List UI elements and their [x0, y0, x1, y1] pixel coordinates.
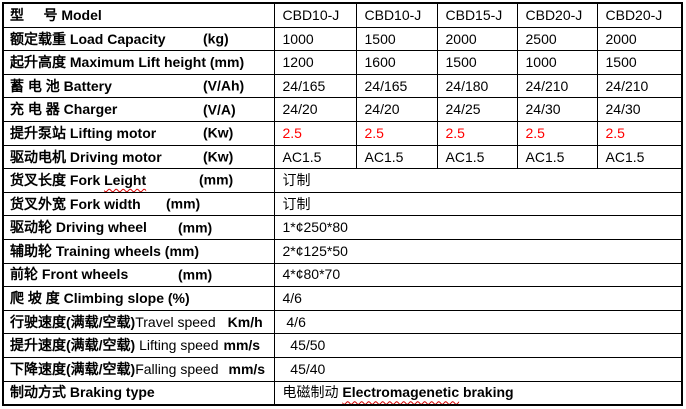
row-model: 型 号 Model CBD10-J CBD10-J CBD15-J CBD20-… — [2, 2, 683, 28]
travel-speed-value: 4/6 — [273, 309, 683, 335]
misspelled-word: Electromagenetic — [342, 384, 460, 401]
load-capacity-value: 2500 — [516, 26, 598, 52]
spec-label-driving-motor: 驱动电机 Driving motor (Kw) — [2, 144, 275, 170]
lifting-motor-value: 2.5 — [516, 120, 598, 146]
battery-value: 24/165 — [355, 73, 438, 99]
model-value: CBD10-J — [273, 2, 357, 28]
driving-motor-value: AC1.5 — [273, 144, 357, 170]
spec-label-climbing-slope: 爬 坡 度 Climbing slope (%) — [2, 286, 275, 311]
lifting-motor-value: 2.5 — [273, 120, 357, 146]
row-training-wheels: 辅助轮 Training wheels (mm) 2*¢125*50 — [2, 238, 683, 264]
row-travel-speed: 行驶速度(满载/空载)Travel speed Km/h 4/6 — [2, 309, 683, 335]
lifting-motor-value: 2.5 — [436, 120, 518, 146]
load-capacity-value: 2000 — [596, 26, 683, 52]
driving-motor-value: AC1.5 — [596, 144, 683, 170]
spec-label-lift-height: 起升高度 Maximum Lift height (mm) — [2, 50, 275, 75]
training-wheels-value: 2*¢125*50 — [273, 238, 683, 264]
unit-label: (Kw) — [203, 124, 234, 141]
row-load-capacity: 额定载重 Load Capacity (kg) 1000 1500 2000 25… — [2, 26, 683, 52]
driving-motor-value: AC1.5 — [355, 144, 438, 170]
row-braking-type: 制动方式 Braking type 电磁制动 Electromagenetic … — [2, 380, 683, 406]
row-lifting-motor: 提升泵站 Lifting motor (Kw) 2.5 2.5 2.5 2.5 2… — [2, 120, 683, 146]
load-capacity-value: 2000 — [436, 26, 518, 52]
row-lift-height: 起升高度 Maximum Lift height (mm) 1200 1600 … — [2, 50, 683, 75]
row-driving-wheel: 驱动轮 Driving wheel (mm) 1*¢250*80 — [2, 215, 683, 240]
lift-height-value: 1500 — [596, 50, 683, 75]
spec-label-travel-speed: 行驶速度(满载/空载)Travel speed Km/h — [2, 309, 275, 335]
braking-type-value: 电磁制动 Electromagenetic braking — [273, 380, 683, 406]
unit-label: (V/Ah) — [203, 77, 245, 94]
model-value: CBD20-J — [596, 2, 683, 28]
spec-label-fork-length: 货叉长度 Fork Leight (mm) — [2, 168, 275, 193]
spec-label-training-wheels: 辅助轮 Training wheels (mm) — [2, 238, 275, 264]
driving-motor-value: AC1.5 — [436, 144, 518, 170]
battery-value: 24/165 — [273, 73, 357, 99]
charger-value: 24/30 — [516, 97, 598, 122]
model-value: CBD20-J — [516, 2, 598, 28]
charger-value: 24/20 — [355, 97, 438, 122]
spec-label-battery: 蓄 电 池 Battery (V/Ah) — [2, 73, 275, 99]
lift-height-value: 1000 — [516, 50, 598, 75]
unit-label: (kg) — [203, 30, 229, 47]
model-value: CBD10-J — [355, 2, 438, 28]
unit-label: Km/h — [227, 313, 263, 330]
spec-label-fork-width: 货叉外宽 Fork width (mm) — [2, 191, 275, 217]
driving-wheel-value: 1*¢250*80 — [273, 215, 683, 240]
front-wheels-value: 4*¢80*70 — [273, 262, 683, 288]
unit-label: (mm) — [178, 266, 213, 283]
row-front-wheels: 前轮 Front wheels (mm) 4*¢80*70 — [2, 262, 683, 288]
spec-label-driving-wheel: 驱动轮 Driving wheel (mm) — [2, 215, 275, 240]
unit-label: (mm) — [178, 219, 213, 236]
lift-height-value: 1600 — [355, 50, 438, 75]
falling-speed-value: 45/40 — [273, 356, 683, 382]
charger-value: 24/20 — [273, 97, 357, 122]
lift-height-value: 1200 — [273, 50, 357, 75]
fork-width-value: 订制 — [273, 191, 683, 217]
load-capacity-value: 1500 — [355, 26, 438, 52]
charger-value: 24/25 — [436, 97, 518, 122]
lifting-motor-value: 2.5 — [596, 120, 683, 146]
unit-label: (Kw) — [203, 148, 234, 165]
battery-value: 24/210 — [596, 73, 683, 99]
spec-label-lifting-motor: 提升泵站 Lifting motor (Kw) — [2, 120, 275, 146]
fork-length-value: 订制 — [273, 168, 683, 193]
lift-height-value: 1500 — [436, 50, 518, 75]
row-fork-length: 货叉长度 Fork Leight (mm) 订制 — [2, 168, 683, 193]
unit-label: mm/s — [223, 337, 261, 354]
row-battery: 蓄 电 池 Battery (V/Ah) 24/165 24/165 24/180… — [2, 73, 683, 99]
spec-label-model: 型 号 Model — [2, 2, 275, 28]
charger-value: 24/30 — [596, 97, 683, 122]
spec-label-falling-speed: 下降速度(满载/空载)Falling speed mm/s — [2, 356, 275, 382]
battery-value: 24/180 — [436, 73, 518, 99]
spec-label-lifting-speed: 提升速度(满载/空载) Lifting speed mm/s — [2, 333, 275, 358]
model-value: CBD15-J — [436, 2, 518, 28]
battery-value: 24/210 — [516, 73, 598, 99]
misspelled-word: Leight — [104, 172, 147, 189]
load-capacity-value: 1000 — [273, 26, 357, 52]
row-driving-motor: 驱动电机 Driving motor (Kw) AC1.5 AC1.5 AC1.5… — [2, 144, 683, 170]
spec-label-load-capacity: 额定载重 Load Capacity (kg) — [2, 26, 275, 52]
row-charger: 充 电 器 Charger (V/A) 24/20 24/20 24/25 24/… — [2, 97, 683, 122]
unit-label: (V/A) — [203, 101, 236, 118]
row-lifting-speed: 提升速度(满载/空载) Lifting speed mm/s 45/50 — [2, 333, 683, 358]
spec-label-charger: 充 电 器 Charger (V/A) — [2, 97, 275, 122]
driving-motor-value: AC1.5 — [516, 144, 598, 170]
spec-label-braking-type: 制动方式 Braking type — [2, 380, 275, 406]
unit-label: mm/s — [228, 360, 266, 377]
climbing-slope-value: 4/6 — [273, 286, 683, 311]
unit-label: (mm) — [199, 172, 234, 189]
row-falling-speed: 下降速度(满载/空载)Falling speed mm/s 45/40 — [2, 356, 683, 382]
row-climbing-slope: 爬 坡 度 Climbing slope (%) 4/6 — [2, 286, 683, 311]
unit-label: (mm) — [166, 195, 201, 212]
lifting-motor-value: 2.5 — [355, 120, 438, 146]
spec-label-front-wheels: 前轮 Front wheels (mm) — [2, 262, 275, 288]
lifting-speed-value: 45/50 — [273, 333, 683, 358]
row-fork-width: 货叉外宽 Fork width (mm) 订制 — [2, 191, 683, 217]
